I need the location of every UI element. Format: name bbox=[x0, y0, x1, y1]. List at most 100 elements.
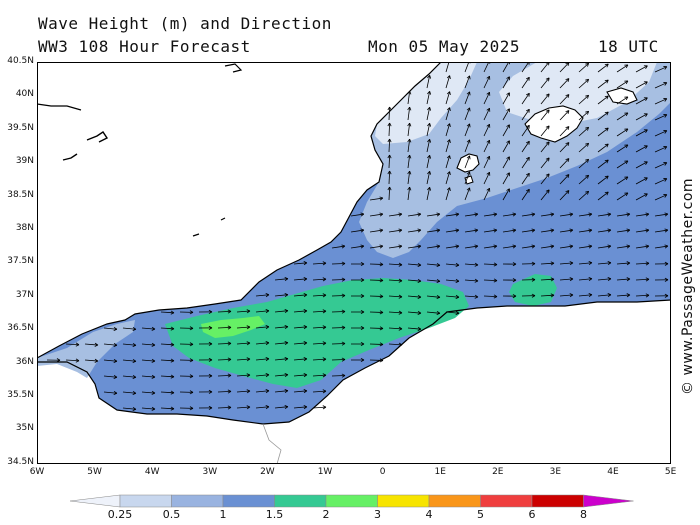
wave-arrow bbox=[388, 122, 391, 137]
wave-arrow-head bbox=[588, 245, 593, 249]
wave-arrow-head bbox=[151, 374, 156, 378]
wave-arrow bbox=[445, 123, 451, 137]
wave-band-2 bbox=[201, 316, 265, 338]
wave-arrow-head bbox=[455, 213, 460, 217]
wave-arrow-head bbox=[548, 141, 550, 146]
wave-arrow bbox=[407, 229, 421, 233]
wave-arrow bbox=[464, 91, 471, 105]
wave-arrow-head bbox=[626, 277, 631, 280]
wave-arrow bbox=[217, 391, 232, 393]
wave-arrow-head bbox=[626, 261, 631, 264]
wave-arrow-head bbox=[455, 229, 460, 233]
wave-arrow bbox=[635, 193, 648, 201]
wave-arrow-head bbox=[208, 389, 213, 393]
wave-arrow-head bbox=[322, 262, 327, 266]
wave-arrow-head bbox=[265, 373, 270, 376]
latitude-label: 35.5N bbox=[7, 390, 34, 400]
wave-arrow-head bbox=[512, 262, 517, 265]
wave-arrow-head bbox=[550, 244, 554, 247]
wave-arrow bbox=[388, 279, 402, 282]
wave-arrow-head bbox=[545, 109, 550, 112]
wave-arrow bbox=[65, 343, 80, 346]
model-label: WW3 108 Hour Forecast bbox=[38, 37, 251, 56]
wave-height-colorbar bbox=[69, 494, 634, 508]
wave-arrow-head bbox=[626, 213, 631, 217]
site-credit: © www.PassageWeather.com bbox=[680, 177, 696, 395]
wave-arrow-head bbox=[607, 212, 611, 215]
wave-arrow-head bbox=[379, 228, 383, 231]
wave-arrow-head bbox=[645, 161, 648, 165]
wave-arrow-head bbox=[417, 328, 422, 331]
wave-arrow-head bbox=[567, 190, 570, 195]
wave-arrow-head bbox=[265, 342, 270, 346]
wave-arrow-head bbox=[113, 344, 118, 348]
wave-arrow bbox=[293, 358, 307, 361]
wave-arrow bbox=[616, 213, 630, 217]
colorbar-segment bbox=[274, 494, 327, 508]
wave-arrow-head bbox=[626, 262, 631, 266]
wave-arrow bbox=[540, 229, 554, 233]
wave-arrow-head bbox=[265, 389, 270, 392]
wave-arrow-head bbox=[607, 229, 612, 233]
wave-arrow-head bbox=[227, 405, 232, 408]
wave-arrow bbox=[426, 123, 431, 137]
wave-arrow bbox=[445, 171, 451, 185]
wave-arrow-head bbox=[227, 343, 232, 346]
wave-arrow-head bbox=[607, 292, 612, 296]
wave-arrow-head bbox=[446, 75, 450, 79]
wave-arrow-head bbox=[227, 309, 232, 312]
wave-arrow bbox=[464, 139, 471, 153]
wave-arrow-head bbox=[585, 174, 589, 177]
wave-arrow bbox=[616, 64, 629, 73]
wave-arrow-head bbox=[486, 187, 490, 191]
wave-arrow bbox=[521, 62, 530, 73]
wave-arrow bbox=[407, 279, 421, 282]
wave-arrow-head bbox=[436, 244, 440, 247]
wave-arrow-head bbox=[625, 64, 629, 69]
wave-arrow-head bbox=[569, 213, 574, 217]
wave-arrow-head bbox=[626, 244, 630, 247]
wave-arrow-head bbox=[645, 65, 648, 69]
wave-arrow-head bbox=[436, 213, 441, 217]
wave-arrow bbox=[502, 156, 510, 169]
wave-arrow-head bbox=[417, 294, 422, 298]
wave-arrow-head bbox=[113, 392, 118, 396]
wave-arrow-head bbox=[132, 360, 137, 364]
wave-arrow bbox=[426, 155, 431, 169]
wave-arrow-head bbox=[512, 295, 517, 299]
wave-arrow bbox=[103, 343, 117, 346]
wave-arrow-head bbox=[587, 95, 590, 99]
wave-arrow-head bbox=[436, 278, 441, 282]
wave-arrow bbox=[654, 82, 668, 89]
wave-arrow-head bbox=[455, 312, 460, 315]
wave-arrow bbox=[540, 294, 555, 297]
wave-arrow bbox=[445, 155, 451, 169]
wave-arrow-head bbox=[360, 228, 364, 231]
wave-arrow-head bbox=[531, 228, 535, 231]
wave-arrow-head bbox=[322, 277, 327, 280]
wave-arrow-head bbox=[626, 228, 630, 231]
wave-arrow bbox=[502, 76, 510, 89]
wave-arrow bbox=[597, 127, 609, 137]
wave-arrow bbox=[103, 359, 117, 362]
wave-arrow-head bbox=[387, 122, 390, 127]
wave-arrow-head bbox=[569, 229, 574, 233]
wave-arrow-head bbox=[486, 91, 490, 95]
wave-arrow bbox=[521, 245, 535, 249]
wave-arrow-head bbox=[466, 139, 470, 143]
wave-arrow-head bbox=[645, 229, 650, 233]
wave-arrow-head bbox=[246, 309, 251, 312]
wave-arrow-head bbox=[407, 186, 410, 191]
wave-arrow-head bbox=[284, 388, 289, 392]
wave-band-1-5 bbox=[165, 278, 469, 388]
wave-arrow-head bbox=[606, 63, 609, 68]
wave-arrow-head bbox=[303, 374, 308, 378]
wave-arrow-head bbox=[625, 144, 629, 149]
longitude-label: 1W bbox=[317, 467, 333, 477]
longitude-label: 2E bbox=[492, 467, 504, 477]
wave-arrow-head bbox=[588, 262, 593, 266]
wave-arrow-head bbox=[455, 245, 460, 249]
wave-arrow-head bbox=[341, 245, 346, 249]
wave-arrow-head bbox=[389, 186, 392, 191]
wave-arrow bbox=[464, 123, 471, 137]
